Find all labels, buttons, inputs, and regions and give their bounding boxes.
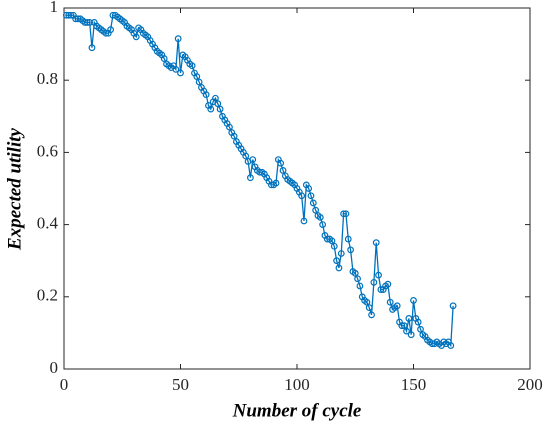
data-point bbox=[372, 239, 380, 247]
data-point bbox=[449, 302, 457, 310]
data-point bbox=[230, 132, 238, 140]
data-point bbox=[403, 327, 410, 335]
x-tick-label: 0 bbox=[60, 375, 69, 394]
data-point bbox=[400, 322, 408, 330]
x-tick-label: 50 bbox=[172, 375, 189, 394]
y-tick-label: 0 bbox=[50, 358, 59, 377]
data-point bbox=[319, 221, 327, 229]
data-point bbox=[356, 282, 364, 290]
data-point bbox=[363, 298, 371, 306]
x-tick-label: 150 bbox=[401, 375, 427, 394]
data-point bbox=[330, 242, 338, 250]
data-point bbox=[354, 275, 361, 283]
data-point bbox=[188, 62, 196, 70]
data-point bbox=[195, 78, 203, 86]
data-point bbox=[340, 210, 348, 218]
data-point bbox=[309, 199, 317, 207]
data-point bbox=[312, 206, 320, 214]
data-point bbox=[67, 11, 75, 19]
data-point bbox=[342, 210, 350, 218]
data-point bbox=[242, 152, 250, 160]
data-point bbox=[417, 325, 424, 333]
data-point bbox=[193, 73, 201, 80]
data-point bbox=[172, 65, 180, 73]
data-point bbox=[177, 69, 184, 77]
y-tick-label: 0.2 bbox=[37, 286, 58, 305]
data-point bbox=[88, 44, 96, 52]
data-point bbox=[246, 174, 254, 182]
data-point bbox=[279, 167, 287, 174]
data-point bbox=[316, 213, 324, 221]
data-point bbox=[214, 100, 222, 108]
data-point bbox=[365, 304, 373, 312]
x-tick-label: 200 bbox=[517, 375, 543, 394]
y-axis-title: Expected utility bbox=[4, 127, 25, 250]
data-point bbox=[160, 55, 168, 62]
data-point bbox=[307, 192, 315, 200]
data-point bbox=[344, 235, 352, 243]
data-point bbox=[351, 269, 359, 277]
y-tick-label: 0.4 bbox=[37, 214, 59, 233]
data-point bbox=[65, 11, 73, 19]
data-point bbox=[333, 257, 341, 265]
data-point bbox=[107, 26, 114, 34]
data-point bbox=[86, 19, 94, 26]
data-point bbox=[72, 15, 80, 23]
data-point bbox=[447, 342, 455, 349]
data-point bbox=[272, 179, 280, 187]
data-point bbox=[207, 105, 215, 113]
data-point bbox=[202, 91, 210, 99]
data-point bbox=[384, 280, 392, 288]
data-point bbox=[398, 322, 406, 330]
data-point bbox=[226, 123, 233, 131]
data-point bbox=[62, 11, 70, 19]
data-point bbox=[407, 331, 415, 339]
x-tick-label: 100 bbox=[284, 375, 310, 394]
data-point bbox=[335, 264, 343, 272]
y-tick-label: 0.6 bbox=[37, 141, 58, 160]
data-point bbox=[370, 278, 378, 286]
data-point bbox=[347, 246, 354, 254]
data-point bbox=[174, 35, 182, 43]
data-point bbox=[298, 192, 306, 200]
data-point bbox=[216, 105, 224, 113]
y-tick-label: 1 bbox=[50, 0, 59, 16]
data-point bbox=[386, 298, 394, 306]
data-point bbox=[102, 29, 110, 37]
y-tick-label: 0.8 bbox=[37, 69, 58, 88]
data-point bbox=[83, 19, 91, 26]
x-axis-title: Number of cycle bbox=[232, 400, 362, 421]
data-point bbox=[249, 156, 257, 164]
data-point bbox=[277, 159, 285, 167]
data-point bbox=[81, 19, 89, 26]
data-point bbox=[212, 94, 219, 102]
data-point bbox=[414, 318, 422, 326]
data-point bbox=[300, 217, 308, 225]
data-point bbox=[132, 33, 140, 41]
data-point bbox=[377, 286, 385, 293]
data-point bbox=[337, 250, 345, 257]
data-point bbox=[410, 297, 417, 304]
data-point bbox=[405, 315, 413, 322]
data-point bbox=[375, 271, 382, 279]
data-point bbox=[305, 185, 313, 192]
data-point bbox=[328, 237, 336, 245]
data-point bbox=[393, 302, 401, 310]
data-point bbox=[368, 311, 375, 319]
